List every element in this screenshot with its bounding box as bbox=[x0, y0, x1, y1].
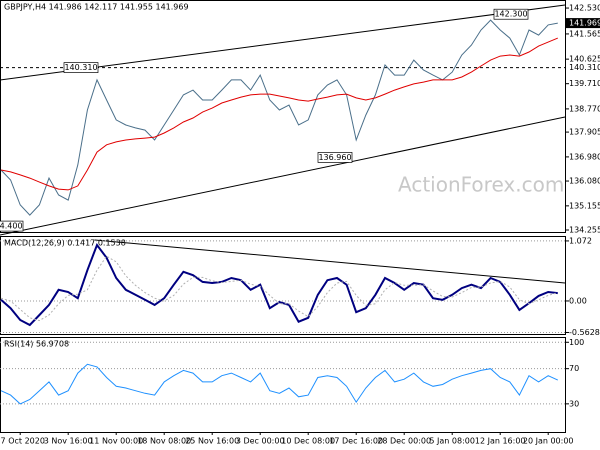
panel-frame bbox=[0, 337, 566, 433]
annotation-box bbox=[317, 152, 353, 163]
x-tick-label: 17 Dec 16:00 bbox=[329, 437, 383, 446]
y-tick-label: 30 bbox=[569, 399, 579, 408]
x-tick-label: 25 Nov 16:00 bbox=[185, 437, 239, 446]
x-tick-label: 28 Dec 00:00 bbox=[377, 437, 431, 446]
x-tick-label: 18 Nov 08:00 bbox=[137, 437, 191, 446]
x-tick-label: 5 Jan 08:00 bbox=[429, 437, 475, 446]
last-price-box bbox=[566, 18, 600, 29]
annotation-box bbox=[0, 220, 24, 232]
hline-label: 140.310 bbox=[569, 63, 600, 72]
x-tick-label: 10 Dec 08:00 bbox=[281, 437, 335, 446]
y-tick-label: -0.5628 bbox=[569, 328, 600, 337]
y-tick-label: 100 bbox=[569, 338, 584, 347]
y-tick-label: 140.625 bbox=[569, 55, 600, 64]
series-line bbox=[0, 242, 558, 327]
annotation-label: 140.310 bbox=[64, 63, 97, 72]
panel-frame bbox=[0, 0, 566, 233]
y-tick-label: 134.255 bbox=[569, 225, 600, 234]
channel-lower bbox=[0, 116, 566, 236]
annotation-label: 136.960 bbox=[318, 153, 351, 162]
annotation-label: 134.400 bbox=[0, 222, 23, 231]
y-tick-label: 142.530 bbox=[569, 4, 600, 13]
annotation-box bbox=[493, 8, 529, 20]
x-tick-label: 27 Oct 2020 bbox=[0, 437, 45, 446]
macd-trendline bbox=[94, 239, 566, 284]
last-price-label: 141.969 bbox=[569, 19, 600, 28]
x-tick-label: 3 Dec 00:00 bbox=[236, 437, 285, 446]
series-line bbox=[0, 37, 558, 191]
annotation-box bbox=[63, 62, 99, 73]
x-tick-label: 20 Jan 00:00 bbox=[523, 437, 574, 446]
series-line bbox=[0, 363, 559, 405]
panel-title: RSI(14) 56.9708 bbox=[4, 340, 69, 349]
y-tick-label: 141.565 bbox=[569, 29, 600, 38]
y-tick-label: 137.905 bbox=[569, 128, 600, 137]
x-tick-label: 12 Jan 16:00 bbox=[475, 437, 526, 446]
y-tick-label: 139.710 bbox=[569, 79, 600, 88]
y-tick-label: 138.770 bbox=[569, 104, 600, 113]
y-tick-label: 1.072 bbox=[569, 236, 592, 245]
y-tick-label: 136.080 bbox=[569, 177, 600, 186]
y-tick-label: 135.155 bbox=[569, 201, 600, 210]
panel-title: GBPJPY,H4 141.986 142.117 141.955 141.96… bbox=[4, 3, 189, 12]
x-tick-label: 11 Nov 00:00 bbox=[89, 437, 143, 446]
annotation-label: 142.300 bbox=[494, 10, 527, 19]
panel-title: MACD(12,26,9) 0.1417 0.1538 bbox=[4, 239, 126, 248]
y-tick-label: 0.00 bbox=[569, 296, 587, 305]
series-line bbox=[0, 19, 558, 216]
y-tick-label: 136.980 bbox=[569, 152, 600, 161]
panel-frame bbox=[0, 236, 566, 335]
y-tick-label: 70 bbox=[569, 364, 579, 373]
watermark: ActionForex.com bbox=[398, 173, 564, 197]
x-tick-label: 3 Nov 16:00 bbox=[44, 437, 93, 446]
